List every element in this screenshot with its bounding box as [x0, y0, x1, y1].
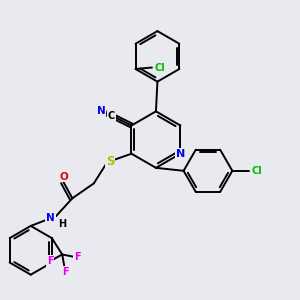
Text: Cl: Cl	[155, 62, 166, 73]
Text: H: H	[58, 220, 67, 230]
Text: F: F	[47, 256, 54, 266]
Text: O: O	[59, 172, 68, 182]
Text: S: S	[106, 154, 114, 168]
Text: Cl: Cl	[252, 166, 262, 176]
Text: F: F	[62, 267, 68, 277]
Text: N: N	[46, 213, 55, 223]
Text: C: C	[108, 111, 115, 121]
Text: N: N	[97, 106, 106, 116]
Text: N: N	[176, 149, 185, 159]
Text: F: F	[74, 252, 80, 262]
